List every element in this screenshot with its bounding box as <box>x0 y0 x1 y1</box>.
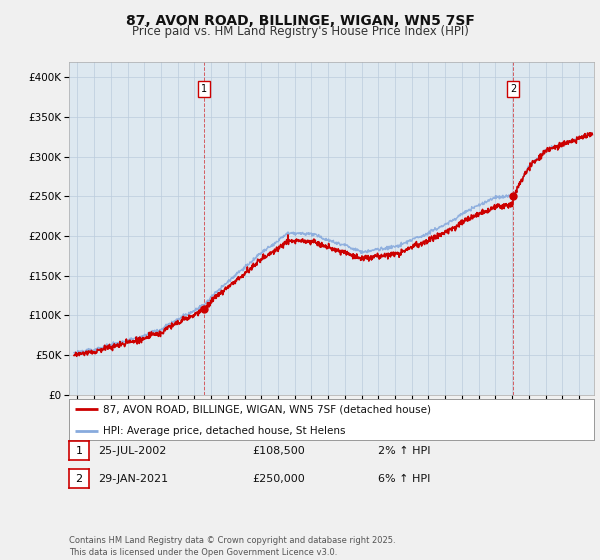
Text: Price paid vs. HM Land Registry's House Price Index (HPI): Price paid vs. HM Land Registry's House … <box>131 25 469 38</box>
Text: Contains HM Land Registry data © Crown copyright and database right 2025.
This d: Contains HM Land Registry data © Crown c… <box>69 536 395 557</box>
Text: 29-JAN-2021: 29-JAN-2021 <box>98 474 168 484</box>
Text: 2: 2 <box>76 474 82 484</box>
Text: £250,000: £250,000 <box>252 474 305 484</box>
Text: £108,500: £108,500 <box>252 446 305 456</box>
Text: 87, AVON ROAD, BILLINGE, WIGAN, WN5 7SF: 87, AVON ROAD, BILLINGE, WIGAN, WN5 7SF <box>125 14 475 28</box>
Text: HPI: Average price, detached house, St Helens: HPI: Average price, detached house, St H… <box>103 426 346 436</box>
Text: 1: 1 <box>200 85 207 95</box>
Text: 1: 1 <box>76 446 82 456</box>
Text: 87, AVON ROAD, BILLINGE, WIGAN, WN5 7SF (detached house): 87, AVON ROAD, BILLINGE, WIGAN, WN5 7SF … <box>103 404 431 414</box>
Text: 2% ↑ HPI: 2% ↑ HPI <box>378 446 431 456</box>
Text: 6% ↑ HPI: 6% ↑ HPI <box>378 474 430 484</box>
Text: 2: 2 <box>510 85 517 95</box>
Text: 25-JUL-2002: 25-JUL-2002 <box>98 446 166 456</box>
